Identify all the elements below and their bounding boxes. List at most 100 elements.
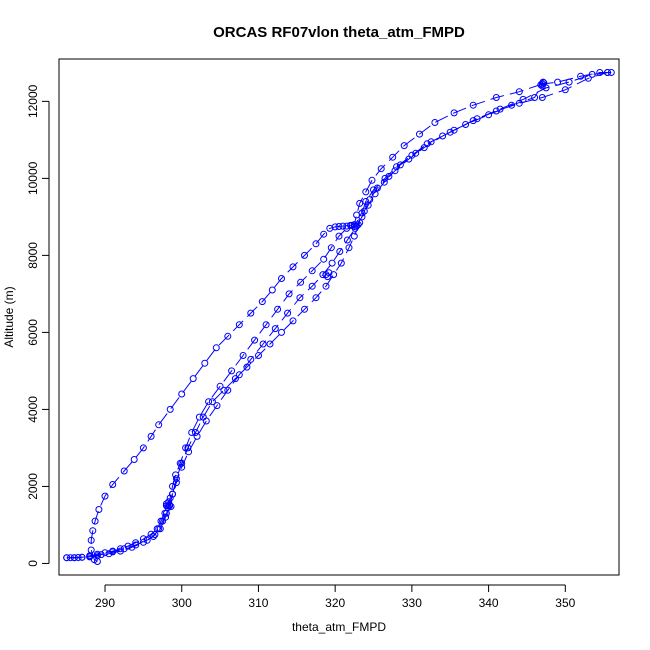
data-point [195,413,203,421]
data-point [87,536,95,544]
data-point [362,188,370,196]
data-point [139,535,147,543]
data-point [469,117,477,125]
data-point [169,490,176,498]
data-point [412,149,420,157]
data-point [189,375,197,383]
data-point [439,132,447,140]
data-point [343,222,351,230]
data-point [155,421,163,429]
data-point [538,94,546,101]
data-point [91,517,99,525]
series-5 [162,78,548,512]
data-point [416,130,423,138]
x-tick-label: 320 [325,596,345,610]
data-point [561,86,569,94]
data-point [149,533,157,540]
data-point [320,230,328,238]
data-point [519,95,527,103]
data-point [308,282,316,290]
data-point [97,551,105,559]
data-point [431,119,439,126]
x-tick-label: 330 [402,596,422,610]
data-point [330,271,338,279]
data-point [335,232,343,240]
data-point [285,290,293,298]
data-point [185,448,193,456]
data-point [607,69,615,76]
data-point [364,201,372,209]
data-point [400,142,408,150]
data-point [469,101,477,109]
data-point [427,138,435,146]
data-point [308,267,316,275]
y-tick-label: 6000 [26,319,40,346]
data-point [143,536,151,544]
data-point [362,198,370,205]
data-point [224,332,232,340]
x-tick-label: 350 [555,596,575,610]
data-point [128,543,136,551]
data-point [405,155,413,163]
series-2 [63,69,611,562]
data-point [312,294,320,302]
data-point [93,558,101,565]
data-point [258,298,266,306]
data-point [368,176,376,184]
data-point [353,211,361,219]
chart-title: ORCAS RF07vlon theta_atm_FMPD [213,24,465,41]
data-point [266,340,274,348]
data-point [188,429,196,436]
data-point [201,359,209,367]
data-point [74,554,82,561]
series-line [66,72,608,559]
y-tick-label: 0 [26,560,40,567]
data-point [235,321,243,329]
data-point [462,121,470,128]
data-point [371,190,379,198]
data-point [385,172,393,180]
data-point [166,501,173,509]
data-point [165,498,173,506]
data-point [539,78,547,86]
data-point [139,538,147,546]
data-point [420,144,428,152]
data-point [312,240,320,248]
data-point [155,525,163,533]
x-axis-label: theta_atm_FMPD [292,620,386,634]
series-layer [63,69,615,565]
y-tick-label: 10000 [26,161,40,195]
data-point [326,224,334,232]
data-point [162,502,170,510]
data-point [120,545,128,553]
y-tick-label: 8000 [26,242,40,269]
x-tick-label: 340 [479,596,499,610]
data-point [193,432,201,440]
data-point [278,328,285,336]
data-point [120,467,128,475]
series-line [90,83,543,562]
data-point [216,382,224,390]
data-point [345,244,353,252]
y-axis: 0 2000 4000 6000 8000 10000 12000 [26,84,50,567]
data-point [337,259,345,267]
data-point [208,398,216,406]
data-point [380,178,388,186]
data-point [130,456,138,463]
data-point [259,340,267,348]
data-point [339,222,347,230]
data-point [101,492,109,500]
data-point [350,232,358,240]
data-point [289,263,297,271]
data-point [360,207,368,215]
data-point [325,269,333,277]
data-point [105,550,113,558]
data-point [492,107,500,115]
data-point [348,221,356,229]
data-point [289,317,297,325]
data-point [220,386,228,394]
series-line [70,72,612,559]
data-point [147,432,155,440]
data-point [89,527,97,535]
data-point [508,101,516,109]
